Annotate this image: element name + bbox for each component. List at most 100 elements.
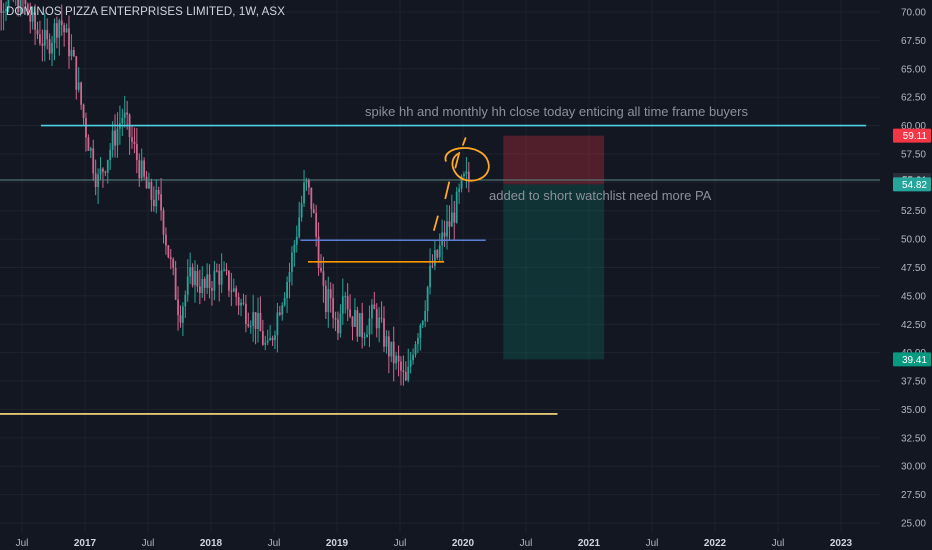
candle-body [460, 176, 463, 189]
candle-body [242, 302, 245, 304]
text-annotations[interactable]: spike hh and monthly hh close today enti… [365, 104, 748, 203]
candle-body [412, 354, 414, 361]
dashed-trend-stroke[interactable] [444, 181, 451, 200]
target-zone[interactable] [503, 184, 605, 360]
candle-body [300, 203, 303, 218]
candle-body [380, 317, 383, 319]
candle-body [29, 15, 32, 22]
candle-body [43, 30, 46, 46]
candle-body [356, 310, 359, 337]
dashed-trend-stroke[interactable] [462, 137, 467, 146]
candle-body [106, 160, 109, 173]
stop-zone[interactable] [503, 135, 605, 185]
candle-body [433, 250, 436, 266]
dashed-trend-stroke[interactable] [433, 215, 439, 231]
candle-body [140, 160, 143, 179]
y-tick-label: 27.50 [901, 490, 926, 501]
candle-body [375, 309, 378, 329]
candle-body [220, 270, 223, 285]
candle-body [366, 334, 368, 338]
price-tag-39.41 [893, 352, 931, 367]
candle-body [179, 315, 182, 323]
candle-body [77, 82, 80, 90]
y-tick-label: 37.50 [901, 377, 926, 388]
candle-body [133, 141, 136, 145]
candle-body [48, 39, 51, 54]
y-tick-label: 35.00 [901, 405, 926, 416]
candle-body [232, 288, 235, 292]
candle-body [165, 234, 167, 246]
candle-body [431, 265, 434, 267]
price-axis-panel[interactable] [880, 0, 932, 550]
x-tick-label: 2019 [326, 538, 349, 549]
candle-body [266, 340, 269, 343]
note-top[interactable]: spike hh and monthly hh close today enti… [365, 104, 748, 119]
x-tick-label: Jul [268, 538, 281, 549]
candle-body [172, 259, 175, 268]
short-position-tool[interactable] [503, 135, 605, 360]
x-tick-label: Jul [520, 538, 533, 549]
candle-body [397, 355, 400, 362]
candle-body [346, 296, 349, 310]
y-tick-label: 70.00 [901, 8, 926, 19]
candle-body [426, 287, 429, 311]
candle-body [208, 274, 211, 289]
candle-body [160, 194, 162, 211]
candle-body [26, 4, 29, 16]
candle-body [152, 199, 155, 207]
spike-circle[interactable] [444, 147, 490, 182]
candle-body [111, 130, 114, 150]
time-axis-panel[interactable] [0, 533, 880, 550]
candle-body [283, 298, 286, 306]
candle-body [370, 304, 373, 319]
candle-body [334, 317, 337, 320]
candle-body [36, 29, 39, 35]
candle-body [448, 221, 451, 227]
candle-body [201, 279, 204, 293]
candle-body [324, 285, 327, 313]
candle-body [177, 299, 179, 316]
candle-body [104, 171, 107, 173]
candle-body [259, 312, 262, 332]
y-tick-label: 57.50 [901, 149, 926, 160]
price-tag-54.82 [893, 177, 931, 192]
candle-body [17, 0, 20, 13]
candle-body [291, 252, 293, 273]
candle-body [191, 267, 194, 286]
candle-body [138, 160, 141, 179]
candle-body [402, 370, 405, 373]
candle-body [240, 302, 242, 306]
y-tick-label: 45.00 [901, 291, 926, 302]
candle-body [121, 117, 124, 124]
candle-body [295, 236, 298, 245]
freehand-drawings[interactable] [433, 137, 490, 231]
x-tick-label: Jul [16, 538, 29, 549]
y-tick-label: 62.50 [901, 93, 926, 104]
candle-body [215, 270, 218, 272]
candle-body [320, 268, 322, 272]
candle-body [358, 313, 361, 337]
candle-body [463, 173, 465, 177]
candle-body [230, 290, 233, 292]
candle-body [409, 360, 412, 367]
candle-body [438, 245, 441, 258]
candle-body [206, 274, 209, 288]
candle-body [148, 182, 150, 189]
candle-body [203, 279, 206, 288]
candle-body [143, 160, 146, 177]
candle-body [65, 28, 68, 33]
drawn-horizontal-lines[interactable] [0, 124, 911, 415]
candle-body [436, 250, 439, 258]
dashed-trend-stroke[interactable] [454, 151, 461, 169]
candle-body [155, 190, 158, 207]
candle-body [58, 20, 61, 38]
y-tick-label: 52.50 [901, 206, 926, 217]
candle-body [7, 0, 10, 10]
candle-body [235, 288, 238, 297]
candle-body [213, 270, 216, 291]
candle-body [361, 313, 364, 338]
note-watchlist[interactable]: added to short watchlist need more PA [489, 188, 712, 203]
candle-body [467, 171, 470, 180]
